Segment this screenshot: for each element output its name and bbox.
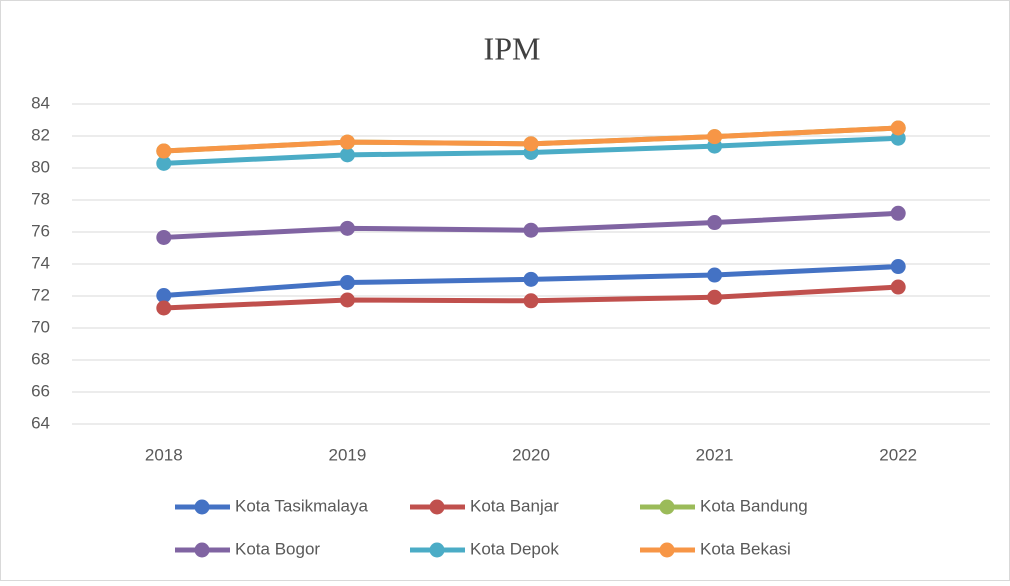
point bbox=[156, 229, 172, 245]
x-tick-label: 2021 bbox=[696, 445, 734, 464]
y-tick-label: 70 bbox=[31, 317, 50, 336]
y-tick-label: 84 bbox=[31, 93, 50, 112]
y-tick-label: 82 bbox=[31, 125, 50, 144]
point bbox=[156, 300, 172, 316]
legend-label: Kota Depok bbox=[470, 539, 559, 558]
point bbox=[890, 205, 906, 221]
point bbox=[707, 289, 723, 305]
y-tick-label: 64 bbox=[31, 413, 50, 432]
point bbox=[523, 222, 539, 238]
legend-marker bbox=[194, 542, 210, 558]
point bbox=[339, 220, 355, 236]
point bbox=[707, 129, 723, 145]
legend-label: Kota Tasikmalaya bbox=[235, 496, 368, 515]
point bbox=[707, 267, 723, 283]
point bbox=[156, 288, 172, 304]
y-tick-label: 66 bbox=[31, 381, 50, 400]
point bbox=[523, 293, 539, 309]
legend-label: Kota Bandung bbox=[700, 496, 808, 515]
legend-marker bbox=[429, 499, 445, 515]
legend-label: Kota Banjar bbox=[470, 496, 559, 515]
point bbox=[890, 120, 906, 136]
y-tick-label: 80 bbox=[31, 157, 50, 176]
point bbox=[523, 271, 539, 287]
y-tick-label: 72 bbox=[31, 285, 50, 304]
point bbox=[523, 136, 539, 152]
x-tick-label: 2018 bbox=[145, 445, 183, 464]
legend-marker bbox=[194, 499, 210, 515]
legend-marker bbox=[659, 499, 675, 515]
point bbox=[339, 275, 355, 291]
legend-marker bbox=[659, 542, 675, 558]
point bbox=[156, 143, 172, 159]
legend-label: Kota Bekasi bbox=[700, 539, 791, 558]
x-tick-label: 2020 bbox=[512, 445, 550, 464]
point bbox=[890, 279, 906, 295]
point bbox=[339, 292, 355, 308]
point bbox=[890, 259, 906, 275]
y-tick-label: 76 bbox=[31, 221, 50, 240]
y-tick-label: 74 bbox=[31, 253, 50, 272]
point bbox=[339, 134, 355, 150]
point bbox=[707, 215, 723, 231]
legend-marker bbox=[429, 542, 445, 558]
point bbox=[339, 147, 355, 163]
chart-title: IPM bbox=[484, 30, 541, 66]
point bbox=[156, 155, 172, 171]
legend-label: Kota Bogor bbox=[235, 539, 320, 558]
y-tick-label: 68 bbox=[31, 349, 50, 368]
x-tick-label: 2019 bbox=[328, 445, 366, 464]
y-tick-label: 78 bbox=[31, 189, 50, 208]
x-tick-label: 2022 bbox=[879, 445, 917, 464]
